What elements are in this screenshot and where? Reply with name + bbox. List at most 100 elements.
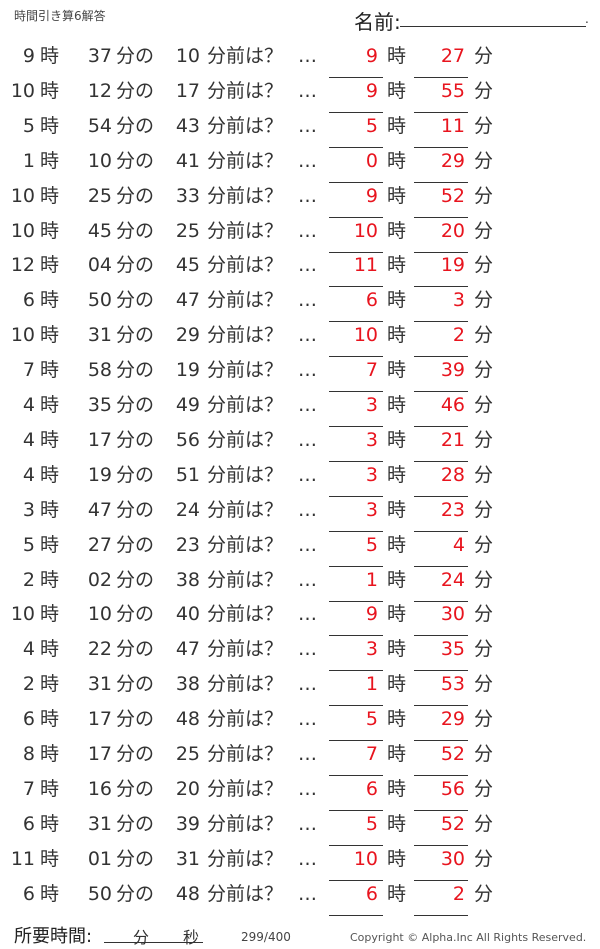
answer-minute[interactable]: 11	[440, 114, 465, 137]
answer-minute[interactable]: 20	[440, 219, 465, 242]
answer-minute[interactable]: 23	[440, 498, 465, 521]
answer-hour[interactable]: 10	[353, 324, 378, 347]
answer-hour-label: 時	[387, 673, 407, 696]
answer-hour[interactable]: 7	[365, 359, 378, 382]
answer-hour[interactable]: 3	[365, 428, 378, 451]
subtract-minutes: 43	[175, 114, 200, 137]
minute-of-label: 分の	[116, 289, 155, 312]
answer-hour-line	[329, 600, 383, 602]
answer-minute-line	[414, 426, 468, 427]
answer-minute[interactable]: 4	[452, 533, 465, 556]
answer-hour[interactable]: 3	[365, 394, 378, 416]
hour-label: 時	[40, 184, 60, 207]
answer-minute[interactable]: 3	[452, 289, 465, 312]
answer-hour[interactable]: 3	[365, 498, 378, 521]
ellipsis: …	[298, 219, 317, 242]
answer-hour[interactable]: 6	[365, 777, 378, 800]
subtract-minutes: 56	[175, 428, 200, 451]
subtract-minutes: 47	[175, 638, 200, 661]
answer-minute[interactable]: 46	[440, 394, 465, 416]
answer-hour[interactable]: 5	[365, 812, 378, 835]
answer-minute[interactable]: 35	[440, 638, 465, 661]
answer-minute[interactable]: 52	[440, 184, 465, 207]
answer-minute[interactable]: 39	[440, 359, 465, 382]
answer-hour[interactable]: 10	[353, 847, 378, 870]
answer-hour-label: 時	[387, 638, 407, 661]
answer-minute[interactable]: 19	[440, 254, 465, 277]
question-label: 分前は？	[207, 847, 284, 870]
subtract-minutes: 29	[175, 324, 200, 347]
name-field[interactable]	[400, 26, 586, 27]
answer-minute[interactable]: 28	[440, 463, 465, 486]
answer-minute[interactable]: 29	[440, 149, 465, 172]
answer-minute[interactable]: 56	[440, 777, 465, 800]
hour: 4	[22, 428, 35, 451]
ellipsis: …	[298, 708, 317, 731]
answer-hour[interactable]: 9	[365, 184, 378, 207]
answer-minute[interactable]: 30	[440, 603, 465, 626]
answer-hour[interactable]: 9	[365, 603, 378, 626]
answer-hour[interactable]: 6	[365, 289, 378, 312]
minute-of-label: 分の	[116, 568, 155, 591]
answer-minute[interactable]: 24	[440, 568, 465, 591]
answer-hour[interactable]: 5	[365, 533, 378, 556]
answer-hour-line	[329, 879, 383, 881]
subtract-minutes: 20	[175, 777, 200, 800]
answer-hour[interactable]: 5	[365, 708, 378, 731]
answer-hour-line	[329, 356, 383, 358]
answer-hour-label: 時	[387, 812, 407, 835]
worksheet-title: 時間引き算6解答	[14, 9, 106, 23]
answer-minute[interactable]: 53	[440, 673, 465, 696]
time-min-label: 分	[133, 928, 150, 947]
answer-minute-line	[414, 321, 468, 323]
problem-row: 2 時 02 分の 38 分前は？… 1 時 24 分	[0, 568, 600, 603]
answer-hour[interactable]: 3	[365, 463, 378, 486]
answer-minute-line	[414, 356, 468, 358]
answer-hour-line	[329, 565, 383, 567]
answer-minute[interactable]: 30	[440, 847, 465, 870]
hour-label: 時	[40, 568, 60, 591]
question-label: 分前は？	[207, 638, 284, 661]
answer-minute-line	[414, 251, 468, 253]
answer-hour[interactable]: 7	[365, 743, 378, 765]
answer-hour[interactable]: 9	[365, 79, 378, 102]
answer-minute[interactable]: 52	[440, 812, 465, 835]
answer-hour-label: 時	[387, 45, 407, 67]
answer-hour-line	[329, 844, 383, 846]
answer-minute-label: 分	[474, 673, 494, 696]
answer-hour[interactable]: 0	[365, 149, 378, 172]
answer-hour[interactable]: 6	[365, 882, 378, 905]
hour: 1	[22, 149, 35, 172]
minute: 31	[87, 812, 112, 835]
answer-hour[interactable]: 11	[353, 254, 378, 277]
answer-minute-line	[414, 809, 468, 811]
answer-hour-line	[329, 146, 383, 148]
answer-hour[interactable]: 3	[365, 638, 378, 661]
question-label: 分前は？	[207, 149, 284, 172]
answer-hour[interactable]: 10	[353, 219, 378, 242]
answer-minute[interactable]: 21	[440, 428, 465, 451]
hour: 3	[22, 498, 35, 521]
answer-minute[interactable]: 29	[440, 708, 465, 731]
answer-minute[interactable]: 27	[440, 45, 465, 67]
answer-hour-label: 時	[387, 847, 407, 870]
answer-minute[interactable]: 2	[452, 324, 465, 347]
answer-hour[interactable]: 9	[365, 45, 378, 67]
hour: 4	[22, 638, 35, 661]
time-required-field[interactable]	[104, 942, 203, 943]
answer-minute-line	[414, 775, 468, 776]
minute: 37	[87, 45, 112, 67]
answer-hour[interactable]: 5	[365, 114, 378, 137]
answer-minute[interactable]: 52	[440, 743, 465, 765]
answer-minute-line	[414, 740, 468, 742]
answer-minute-label: 分	[474, 394, 494, 416]
answer-hour[interactable]: 1	[365, 568, 378, 591]
answer-hour-label: 時	[387, 533, 407, 556]
answer-minute[interactable]: 55	[440, 79, 465, 102]
answer-minute[interactable]: 2	[452, 882, 465, 905]
question-label: 分前は？	[207, 184, 284, 207]
problem-row: 8 時 17 分の 25 分前は？… 7 時 52 分	[0, 742, 600, 777]
problem-row: 5 時 27 分の 23 分前は？… 5 時 4 分	[0, 533, 600, 568]
answer-minute-line	[414, 635, 468, 637]
answer-hour[interactable]: 1	[365, 673, 378, 696]
